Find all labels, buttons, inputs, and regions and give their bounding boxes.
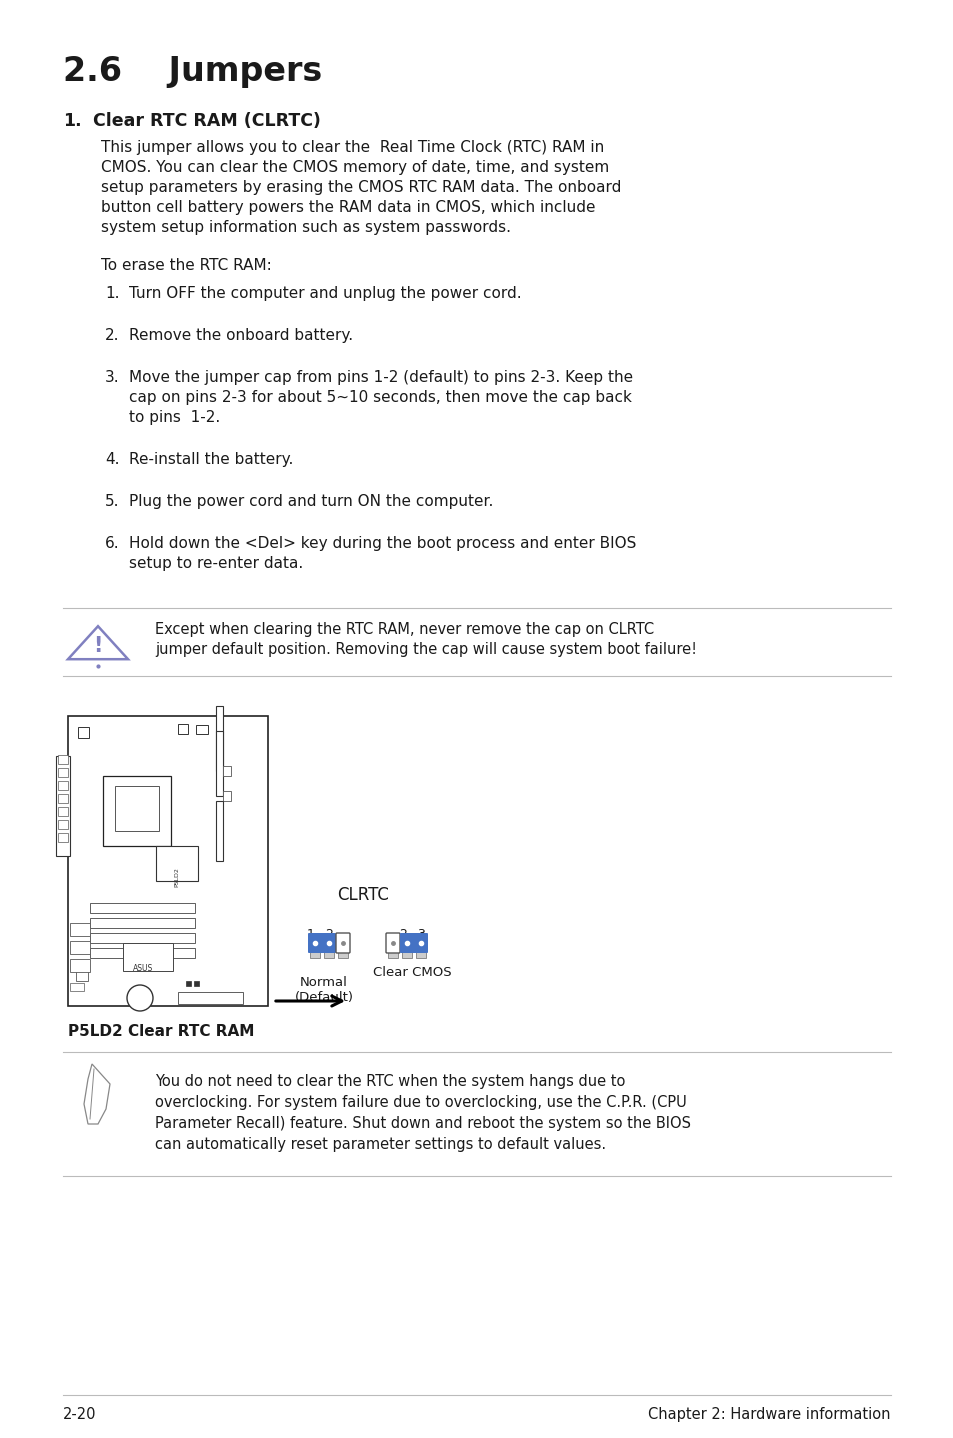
Text: setup to re-enter data.: setup to re-enter data. [129, 557, 303, 571]
Bar [90, 933, 194, 943]
Text: can automatically reset parameter settings to default values.: can automatically reset parameter settin… [154, 1137, 605, 1152]
Text: Re-install the battery.: Re-install the battery. [129, 452, 294, 467]
Text: 2: 2 [398, 928, 407, 940]
Bar [70, 940, 90, 953]
Bar [223, 791, 231, 801]
Text: Normal
(Default): Normal (Default) [294, 976, 354, 1004]
Bar [156, 846, 198, 881]
Bar [76, 971, 88, 981]
Text: Chapter 2: Hardware information: Chapter 2: Hardware information [648, 1406, 890, 1422]
Text: CLRTC: CLRTC [336, 886, 389, 905]
Bar [70, 959, 90, 972]
Text: Clear CMOS: Clear CMOS [373, 966, 451, 979]
Text: Plug the power cord and turn ON the computer.: Plug the power cord and turn ON the comp… [129, 495, 493, 509]
Text: 2.6    Jumpers: 2.6 Jumpers [63, 55, 322, 88]
Bar [215, 706, 223, 771]
Bar [123, 943, 172, 971]
Bar [90, 948, 194, 958]
Bar [215, 731, 223, 797]
Bar [215, 801, 223, 861]
Text: to pins  1-2.: to pins 1-2. [129, 410, 220, 426]
Text: P5LD2: P5LD2 [174, 867, 179, 887]
Bar [388, 936, 397, 958]
Text: To erase the RTC RAM:: To erase the RTC RAM: [101, 257, 272, 273]
Bar [310, 936, 319, 958]
Text: system setup information such as system passwords.: system setup information such as system … [101, 220, 511, 234]
Bar [337, 936, 348, 958]
Text: 2: 2 [325, 928, 333, 940]
Bar [56, 756, 70, 856]
Text: Except when clearing the RTC RAM, never remove the cap on CLRTC: Except when clearing the RTC RAM, never … [154, 623, 654, 637]
Bar [58, 768, 68, 777]
FancyBboxPatch shape [335, 933, 350, 953]
Text: setup parameters by erasing the CMOS RTC RAM data. The onboard: setup parameters by erasing the CMOS RTC… [101, 180, 620, 196]
Bar [90, 903, 194, 913]
Text: Turn OFF the computer and unplug the power cord.: Turn OFF the computer and unplug the pow… [129, 286, 521, 301]
Bar [90, 917, 194, 928]
Bar [58, 807, 68, 815]
Text: overclocking. For system failure due to overclocking, use the C.P.R. (CPU: overclocking. For system failure due to … [154, 1094, 686, 1110]
Bar [68, 716, 268, 1007]
Text: 2-20: 2-20 [63, 1406, 96, 1422]
Bar [115, 787, 159, 831]
Text: CMOS. You can clear the CMOS memory of date, time, and system: CMOS. You can clear the CMOS memory of d… [101, 160, 609, 175]
Text: jumper default position. Removing the cap will cause system boot failure!: jumper default position. Removing the ca… [154, 641, 697, 657]
Bar [186, 981, 191, 986]
Text: Remove the onboard battery.: Remove the onboard battery. [129, 328, 353, 344]
FancyBboxPatch shape [386, 933, 399, 953]
Bar [78, 728, 89, 738]
Text: 3.: 3. [105, 370, 119, 385]
Text: 1: 1 [307, 928, 314, 940]
Text: 1.: 1. [63, 112, 82, 129]
Text: 1.: 1. [105, 286, 119, 301]
Bar [195, 725, 208, 733]
Text: 5.: 5. [105, 495, 119, 509]
Bar [193, 981, 199, 986]
Text: This jumper allows you to clear the  Real Time Clock (RTC) RAM in: This jumper allows you to clear the Real… [101, 139, 603, 155]
Text: !: ! [93, 636, 103, 656]
Bar [58, 794, 68, 802]
Bar [70, 984, 84, 991]
Text: Clear RTC RAM (CLRTC): Clear RTC RAM (CLRTC) [92, 112, 320, 129]
Bar [324, 936, 334, 958]
Bar [58, 755, 68, 764]
Text: button cell battery powers the RAM data in CMOS, which include: button cell battery powers the RAM data … [101, 200, 595, 216]
Text: P5LD2 Clear RTC RAM: P5LD2 Clear RTC RAM [68, 1024, 254, 1040]
Bar [178, 992, 243, 1004]
FancyBboxPatch shape [399, 933, 428, 953]
Bar [58, 833, 68, 843]
Text: 2.: 2. [105, 328, 119, 344]
Circle shape [127, 985, 152, 1011]
Text: Hold down the <Del> key during the boot process and enter BIOS: Hold down the <Del> key during the boot … [129, 536, 636, 551]
Text: Parameter Recall) feature. Shut down and reboot the system so the BIOS: Parameter Recall) feature. Shut down and… [154, 1116, 690, 1132]
Bar [401, 936, 412, 958]
Text: 3: 3 [416, 928, 424, 940]
Text: cap on pins 2-3 for about 5~10 seconds, then move the cap back: cap on pins 2-3 for about 5~10 seconds, … [129, 390, 631, 406]
Bar [178, 723, 188, 733]
Text: Move the jumper cap from pins 1-2 (default) to pins 2-3. Keep the: Move the jumper cap from pins 1-2 (defau… [129, 370, 633, 385]
Text: 6.: 6. [105, 536, 119, 551]
Bar [58, 820, 68, 828]
Text: ASUS: ASUS [132, 963, 153, 974]
Bar [103, 777, 171, 846]
Bar [58, 781, 68, 789]
Bar [70, 923, 90, 936]
Text: You do not need to clear the RTC when the system hangs due to: You do not need to clear the RTC when th… [154, 1074, 625, 1089]
Bar [416, 936, 426, 958]
Bar [223, 766, 231, 777]
Text: 4.: 4. [105, 452, 119, 467]
FancyBboxPatch shape [308, 933, 335, 953]
